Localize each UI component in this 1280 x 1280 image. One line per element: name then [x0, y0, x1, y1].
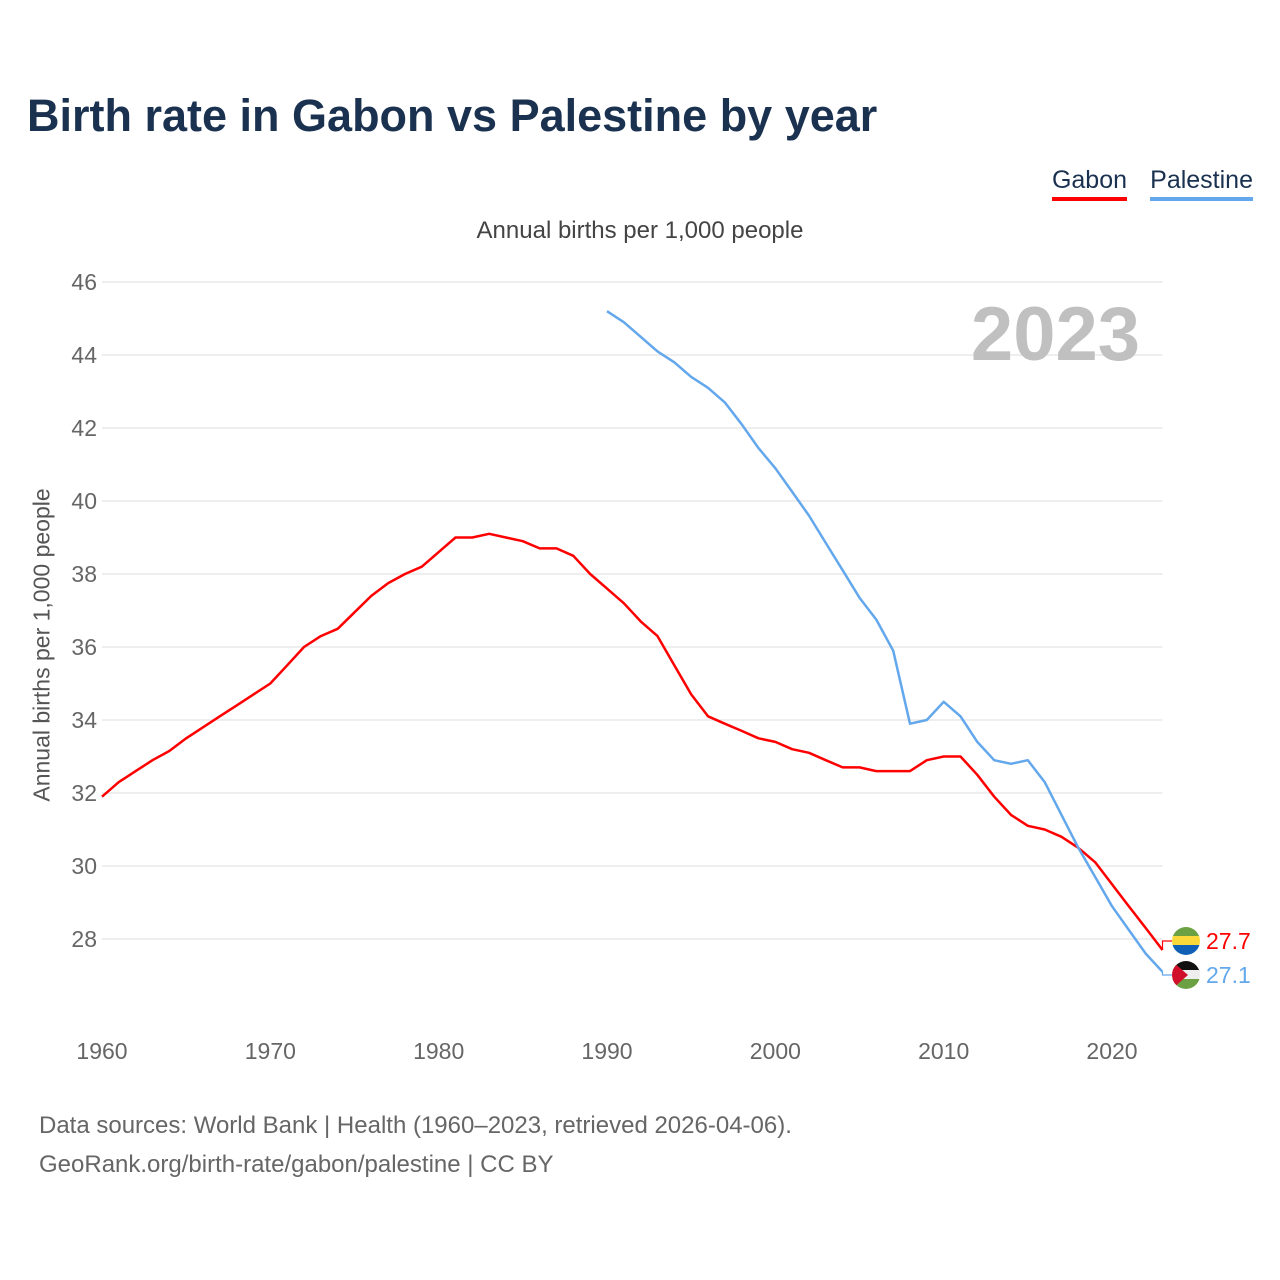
footer: Data sources: World Bank | Health (1960–… — [39, 1106, 792, 1184]
year-label: 2023 — [971, 292, 1140, 377]
series-line-gabon[interactable] — [101, 532, 1164, 951]
y-tick-label: 38 — [71, 561, 97, 587]
y-tick-label: 40 — [71, 488, 97, 514]
x-tick-label: 1970 — [245, 1038, 296, 1064]
source-url[interactable]: GeoRank.org/birth-rate/gabon/palestine |… — [39, 1151, 554, 1178]
y-tick-label: 30 — [71, 853, 97, 879]
chart-title: Birth rate in Gabon vs Palestine by year — [27, 90, 878, 141]
source-text: Data sources: World Bank | Health (1960–… — [39, 1112, 792, 1139]
end-value-label: 27.1 — [1206, 962, 1251, 988]
y-tick-label: 44 — [71, 342, 97, 368]
palestine-flag-icon — [1172, 961, 1200, 989]
y-tick-label: 32 — [71, 780, 97, 806]
gabon-flag-icon — [1172, 927, 1200, 955]
legend-palestine[interactable]: Palestine — [1150, 166, 1253, 201]
y-tick-label: 46 — [71, 269, 97, 295]
y-tick-label: 42 — [71, 415, 97, 441]
end-value-label: 27.7 — [1206, 928, 1251, 954]
legend-gabon[interactable]: Gabon — [1051, 166, 1127, 201]
end-connector — [1161, 940, 1172, 950]
x-tick-label: 1990 — [581, 1038, 632, 1064]
y-tick-label: 36 — [71, 634, 97, 660]
series-line-palestine[interactable] — [606, 310, 1164, 973]
x-tick-label: 2020 — [1086, 1038, 1137, 1064]
x-tick-label: 1980 — [413, 1038, 464, 1064]
chart-subtitle: Annual births per 1,000 people — [476, 217, 804, 244]
y-tick-label: 28 — [71, 926, 97, 952]
end-connector — [1161, 971, 1172, 976]
x-tick-label: 2010 — [918, 1038, 969, 1064]
x-tick-label: 2000 — [750, 1038, 801, 1064]
x-tick-label: 1960 — [76, 1038, 127, 1064]
y-tick-label: 34 — [71, 707, 97, 733]
